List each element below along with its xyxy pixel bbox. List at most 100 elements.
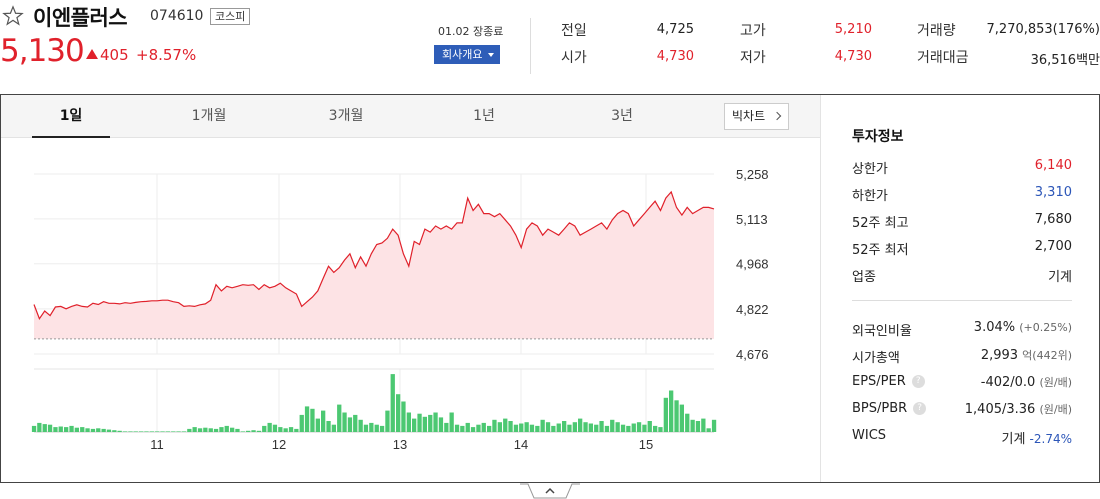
info-value: 2,993: [980, 348, 1019, 363]
volume-bar: [556, 423, 561, 432]
tab-1month[interactable]: 1개월: [191, 108, 227, 124]
chevron-up-icon: [545, 487, 555, 494]
info-sub: (원/배): [1039, 403, 1072, 416]
info-sub: -2.74%: [1029, 432, 1072, 446]
volume-bar: [706, 428, 711, 432]
x-tick-label: 11: [150, 437, 164, 452]
volume-bar: [417, 413, 422, 432]
volume-bar: [256, 430, 262, 432]
help-icon[interactable]: ?: [913, 402, 927, 415]
info-row-52w-high: 52주 최고 7,680: [852, 212, 1072, 232]
period-tabs: 1일 1개월 3개월 1년 3년 빅차트: [1, 95, 820, 138]
volume-bar: [101, 428, 106, 432]
company-overview-label: 회사개요: [442, 48, 483, 61]
info-value: 2,700: [1034, 239, 1072, 254]
tab-3year[interactable]: 3년: [611, 108, 633, 124]
volume-bar: [578, 418, 583, 432]
info-row-upper-limit: 상한가 6,140: [852, 158, 1072, 178]
volume-bar: [235, 428, 240, 432]
info-row-foreign-ratio: 외국인비율 3.04% (+0.25%): [852, 320, 1072, 340]
tab-1year[interactable]: 1년: [473, 108, 495, 124]
volume-bar: [42, 424, 47, 432]
info-value-group: -402/0.0 (원/배): [981, 374, 1072, 390]
info-row-lower-limit: 하한가 3,310: [852, 185, 1072, 205]
volume-bar: [470, 427, 476, 432]
volume-bar: [240, 431, 245, 432]
price-area: [34, 191, 714, 339]
volume-bar: [438, 417, 444, 432]
info-value-group: 1,405/3.36 (원/배): [965, 401, 1072, 417]
up-arrow-icon: [86, 49, 98, 59]
caret-down-icon: [488, 53, 494, 57]
info-value-group: 2,993 억(442위): [981, 347, 1072, 363]
collapse-toggle[interactable]: [520, 483, 580, 499]
info-label-group: BPS/PBR?: [852, 401, 927, 416]
stock-code: 074610: [150, 8, 204, 24]
volume-bar: [321, 410, 326, 432]
tab-1day[interactable]: 1일: [59, 108, 83, 124]
volume-bar: [401, 401, 406, 432]
volume-bar: [315, 418, 320, 432]
volume-bar: [326, 421, 331, 432]
volume-bar: [58, 426, 63, 432]
info-label: 외국인비율: [852, 324, 912, 339]
volume-bar: [588, 423, 593, 432]
volume-bar: [551, 425, 556, 432]
volume-bar: [155, 431, 160, 432]
bigchart-button[interactable]: 빅차트: [724, 103, 789, 130]
volume-bar: [390, 374, 395, 432]
volume-bar: [492, 419, 497, 432]
volume-bar: [96, 428, 101, 432]
quote-value: 5,210: [834, 22, 872, 37]
volume-bar: [583, 422, 588, 432]
info-value: 기계: [1001, 432, 1026, 447]
volume-bar: [358, 419, 363, 432]
company-overview-button[interactable]: 회사개요: [434, 45, 500, 64]
quote-label: 고가: [740, 23, 766, 39]
volume-bar: [529, 424, 535, 432]
volume-bar: [428, 414, 433, 432]
volume-bar: [631, 423, 636, 432]
info-sub: (+0.25%): [1019, 321, 1072, 334]
quote-value: 36,516백만: [1030, 53, 1100, 68]
investment-info: 투자정보 상한가 6,140 하한가 3,310 52주 최고 7,680 52…: [820, 95, 1100, 482]
info-label: EPS/PER: [852, 374, 906, 389]
volume-bar: [122, 431, 128, 432]
y-tick-label: 4,822: [736, 302, 769, 317]
quote-label: 저가: [740, 50, 766, 66]
volume-bar: [144, 431, 149, 432]
volume-bar: [149, 431, 154, 432]
volume-bar: [642, 424, 647, 432]
volume-bar: [540, 419, 545, 432]
x-tick-label: 12: [272, 437, 286, 452]
volume-bar: [251, 430, 256, 432]
volume-bar: [310, 408, 315, 432]
volume-bar: [272, 424, 278, 432]
info-sub: (원/배): [1039, 376, 1072, 389]
help-icon[interactable]: ?: [911, 375, 925, 388]
volume-bar: [620, 424, 626, 432]
volume-bar: [385, 410, 390, 432]
volume-bar: [224, 425, 229, 432]
volume-bar: [230, 427, 235, 432]
volume-bar: [690, 419, 695, 432]
volume-bar: [535, 425, 540, 432]
tab-3month[interactable]: 3개월: [328, 108, 364, 124]
quote-value: 7,270,853(176%): [986, 22, 1100, 37]
y-tick-label: 4,676: [736, 347, 769, 362]
volume-bar: [267, 422, 272, 433]
volume-bar: [347, 417, 353, 432]
price-chart[interactable]: 5,258 5,113 4,968 4,822 4,676 11 12 13 14 15: [1, 139, 819, 484]
volume-bar: [283, 428, 288, 432]
volume-bar: [294, 428, 299, 432]
quote-value: 4,730: [834, 49, 872, 64]
info-value: 1,405/3.36: [964, 402, 1036, 417]
volume-bar: [604, 425, 610, 432]
volume-bar: [594, 424, 599, 432]
quote-label: 거래대금: [917, 50, 969, 66]
favorite-star-icon[interactable]: [2, 5, 24, 27]
investment-info-title: 투자정보: [852, 129, 904, 145]
volume-bar: [171, 431, 176, 432]
volume-bar: [304, 406, 310, 432]
x-tick-label: 15: [639, 437, 653, 452]
